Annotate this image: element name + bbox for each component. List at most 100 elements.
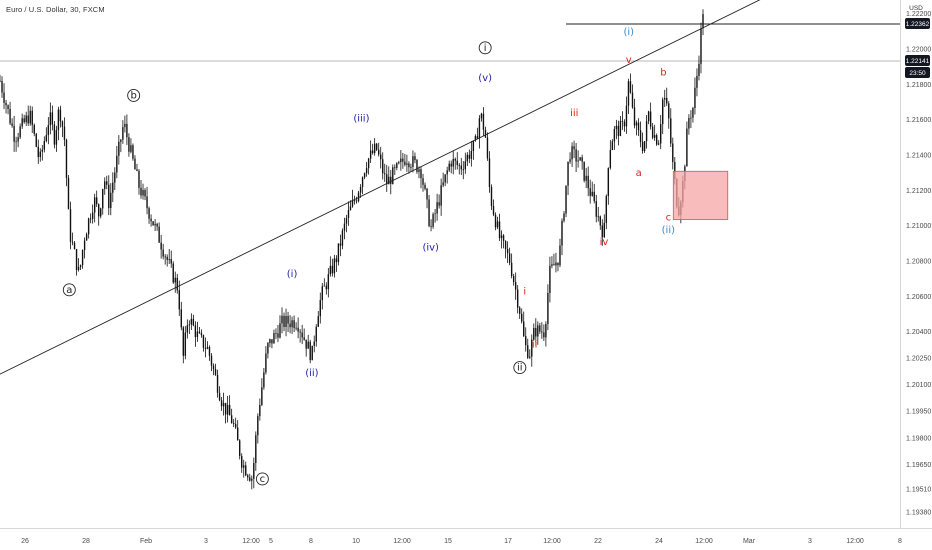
candle-body [184,332,187,356]
candle-body [299,331,301,333]
wave-label-red: b [660,68,666,79]
candle-body [631,92,634,108]
candle-body [279,323,281,338]
trendline-layer[interactable] [0,0,900,375]
candle-body [603,222,605,238]
x-tick-label: 17 [504,538,512,545]
wave-circle [62,283,76,297]
candle-body [508,253,511,263]
candle-body [311,345,313,361]
candle-body [653,135,656,138]
candle-body [458,165,460,166]
y-tick-label: 1.19950 [906,409,931,416]
target-zone[interactable] [672,170,729,220]
candle-body [234,423,237,428]
x-tick-label: 22 [594,538,602,545]
candle-body [232,423,235,424]
candle-body [253,463,255,479]
last-price-tag: 1.22141 [906,58,930,65]
candle-body [492,206,495,215]
candle-body [182,327,185,356]
y-tick-label: 1.21200 [906,188,931,195]
x-tick-label: 3 [204,538,208,545]
candle-body [329,265,332,275]
candle-body [333,258,336,274]
candle-body [267,343,269,354]
candle-body [204,347,207,349]
candle-body [410,166,412,168]
y-tick-label: 1.21600 [906,117,931,124]
candle-body [222,402,225,407]
candle-body [402,158,404,162]
wave-label-red: a [636,168,642,179]
candle-body [474,136,477,141]
candle-body [577,160,579,162]
candle-body [456,160,458,166]
candle-body [531,339,533,357]
candle-body [523,321,525,337]
candle-body [567,161,569,186]
candle-body [420,169,422,179]
candle-body [188,324,191,326]
candle-body [627,81,630,106]
candle-body [132,145,134,159]
candle-body [245,465,247,476]
wave-label-red: ii [532,340,538,351]
candle-body [440,185,442,206]
candle-body [198,331,201,333]
candle-body [541,331,543,333]
candle-body [448,163,450,171]
y-tick-label: 1.19650 [906,462,931,469]
candle-body [216,374,219,393]
candle-body [375,143,378,150]
candle-body [611,141,614,151]
candle-body [283,315,285,327]
candle-body [67,177,70,210]
candle-body [136,169,138,171]
candle-body [629,81,632,93]
candle-body [363,173,366,178]
candle-body [686,128,688,167]
candle-body [37,146,39,158]
candle-body [186,325,189,333]
y-tick-label: 1.19800 [906,435,931,442]
candle-body [172,263,174,283]
candle-body [100,208,102,217]
candle-body [124,123,126,128]
candle-body [200,332,203,336]
candle-body [130,145,132,152]
candle-body [89,218,92,220]
y-tick-label: 1.21000 [906,223,931,230]
candle-body [525,336,527,346]
y-axis: 1.22200 1.22000 1.21800 1.21600 1.21400 1.212… [906,11,931,516]
candle-body [442,182,444,186]
wave-circle [255,472,269,486]
candle-body [142,189,144,196]
currency-button[interactable]: USD [909,5,923,12]
candle-body [345,217,348,224]
candle-body [73,242,76,250]
candle-body [551,264,553,266]
candle-body [587,175,589,189]
wave-label-circled: b [130,90,136,101]
candle-body [347,210,350,218]
x-tick-label: 28 [82,538,90,545]
candle-body [150,218,152,222]
candle-body [664,97,666,100]
wave-label-navy: (i) [287,269,298,280]
x-tick-label: 12:00 [393,538,411,545]
candle-body [241,455,243,468]
candle-body [384,173,386,175]
candle-body [430,226,432,227]
candle-body [565,185,567,214]
candle-body [361,177,364,188]
candle-body [55,130,58,145]
wave-label-blue: (i) [623,27,634,38]
candle-body [365,168,368,174]
candle-body [243,465,245,468]
candle-body [230,415,233,424]
candle-body [373,143,376,154]
candle-body [29,110,31,124]
candle-body [355,200,358,202]
